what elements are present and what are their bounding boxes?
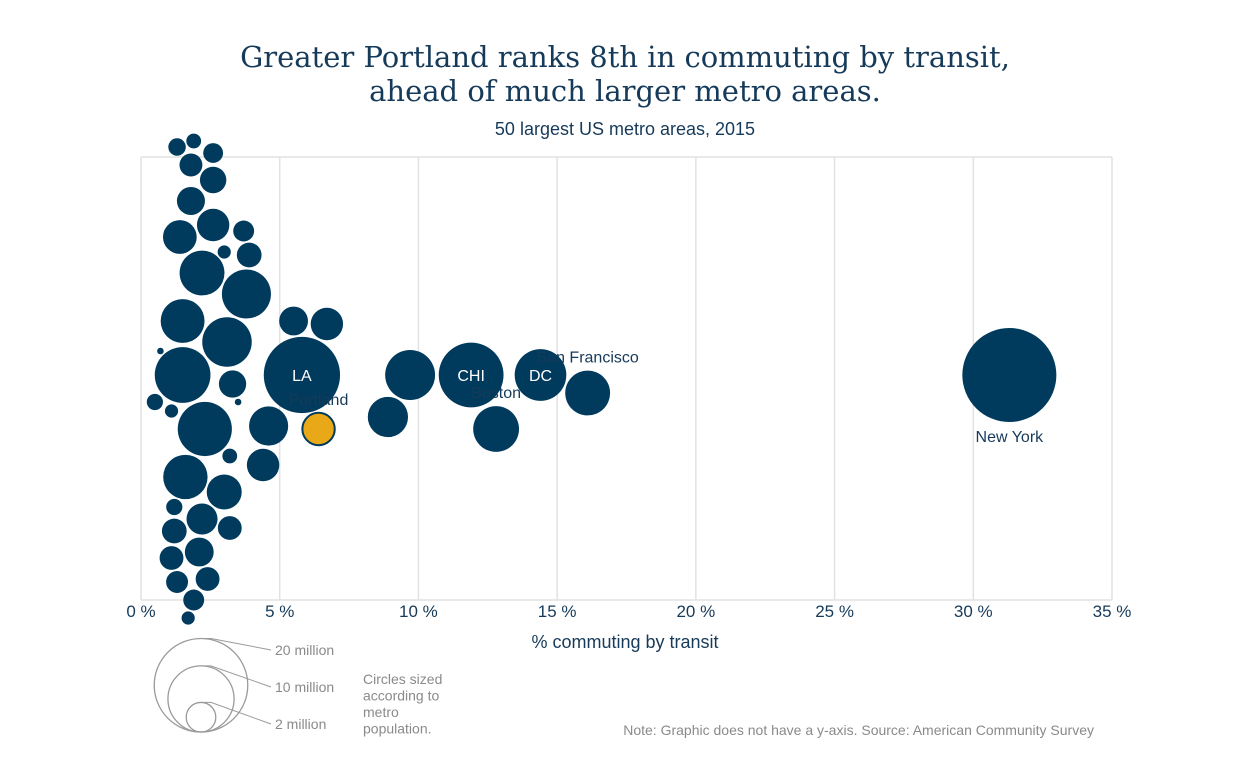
bubble-metro-1 [367, 396, 409, 438]
bubble-metro-11 [163, 454, 208, 500]
bubble-san-francisco [565, 370, 611, 416]
label-boston: Boston [471, 385, 521, 402]
x-tick-label-30: 30 % [954, 602, 993, 621]
label-la: LA [292, 368, 312, 385]
bubble-metro-13 [206, 474, 242, 510]
x-tick-label-0: 0 % [126, 602, 155, 621]
legend-circle-2m [185, 701, 217, 733]
legend-leader-20m [201, 637, 272, 651]
bubble-metro-4 [249, 406, 289, 446]
legend-circle-10m [167, 665, 235, 733]
legend-label-10m: 10 million [275, 679, 334, 695]
bubble-metro-38 [217, 245, 231, 259]
bubble-metro-16 [162, 220, 197, 254]
bubble-metro-20 [176, 186, 205, 216]
bubble-metro-0 [385, 350, 436, 400]
bubble-metro-40 [234, 398, 242, 406]
bubble-metro-34 [186, 133, 202, 149]
bubble-metro-31 [168, 138, 186, 156]
bubble-metro-7 [202, 317, 252, 367]
x-axis-title: % commuting by transit [531, 632, 718, 652]
bubble-metro-25 [159, 546, 184, 570]
bubble-metro-36 [146, 393, 163, 411]
bubble-metro-27 [179, 153, 203, 177]
bubble-metro-14 [196, 208, 230, 242]
legend-label-20m: 20 million [275, 642, 334, 658]
bubble-metro-33 [222, 448, 238, 464]
bubble-metro-30 [203, 143, 224, 163]
bubble-metro-2 [310, 307, 344, 341]
bubble-metro-18 [236, 242, 262, 268]
bubble-metro-5 [246, 448, 280, 482]
bubble-metro-10 [179, 250, 225, 296]
bubble-metro-37 [164, 404, 179, 418]
chart-title: Greater Portland ranks 8th in commuting … [0, 40, 1250, 108]
bubble-metro-24 [161, 518, 187, 544]
chart-subtitle: 50 largest US metro areas, 2015 [494, 119, 756, 139]
bubble-metro-6 [221, 269, 271, 319]
bubble-chi [438, 342, 504, 408]
bubble-metro-28 [183, 589, 205, 611]
x-tick-label-25: 25 % [815, 602, 854, 621]
label-portland: Portland [289, 392, 349, 409]
bubble-metro-39 [157, 347, 164, 355]
bubble-metro-35 [181, 611, 195, 625]
bubble-labels: New York LA CHI DC Boston San Francisco Portla… [289, 350, 1044, 446]
bubble-metro-26 [166, 571, 189, 593]
legend-leader-10m [201, 665, 272, 688]
bubble-metro-32 [166, 498, 183, 516]
x-tick-label-15: 15 % [538, 602, 577, 621]
bubble-metro-9 [154, 347, 211, 403]
bubble-metro-3 [279, 306, 309, 336]
bubble-portland [301, 411, 336, 447]
bubble-dc [514, 349, 567, 401]
size-legend: 20 million 10 million 2 million Circles siz… [153, 637, 442, 737]
bubble-new-york [962, 328, 1057, 422]
legend-circle-20m [153, 637, 249, 733]
legend-leader-2m [201, 701, 272, 725]
bubble-la [263, 336, 341, 414]
legend-caption-line-4: population. [363, 721, 432, 737]
x-tick-label-5: 5 % [265, 602, 294, 621]
label-san-francisco: San Francisco [537, 350, 639, 367]
x-tick-label-10: 10 % [399, 602, 438, 621]
label-chi: CHI [457, 368, 485, 385]
legend-label-2m: 2 million [275, 716, 326, 732]
label-dc: DC [529, 368, 552, 385]
bubble-metro-17 [218, 370, 247, 398]
source-note: Note: Graphic does not have a y-axis. So… [623, 722, 1094, 738]
bubble-metro-8 [177, 401, 232, 457]
bubble-metro-19 [195, 567, 220, 591]
legend-caption-line-3: metro [363, 704, 399, 720]
bubble-metro-23 [217, 516, 242, 540]
bubble-metro-22 [199, 166, 227, 194]
x-axis-ticks: 0 % 5 % 10 % 15 % 20 % 25 % 30 % 35 % [126, 602, 1131, 621]
chart-title-line-2: ahead of much larger metro areas. [369, 74, 881, 108]
bubble-metro-15 [186, 503, 218, 535]
chart-title-line-1: Greater Portland ranks 8th in commuting … [240, 40, 1010, 74]
bubble-metro-21 [184, 537, 214, 567]
legend-caption-line-1: Circles sized [363, 671, 442, 687]
bubble-metro-29 [233, 220, 255, 242]
bubble-metro-12 [160, 299, 205, 343]
label-new-york: New York [976, 429, 1045, 446]
legend-caption-line-2: according to [363, 688, 439, 704]
x-tick-label-20: 20 % [676, 602, 715, 621]
bubble-boston [473, 406, 520, 452]
x-tick-label-35: 35 % [1093, 602, 1132, 621]
bubbles [146, 133, 1057, 625]
